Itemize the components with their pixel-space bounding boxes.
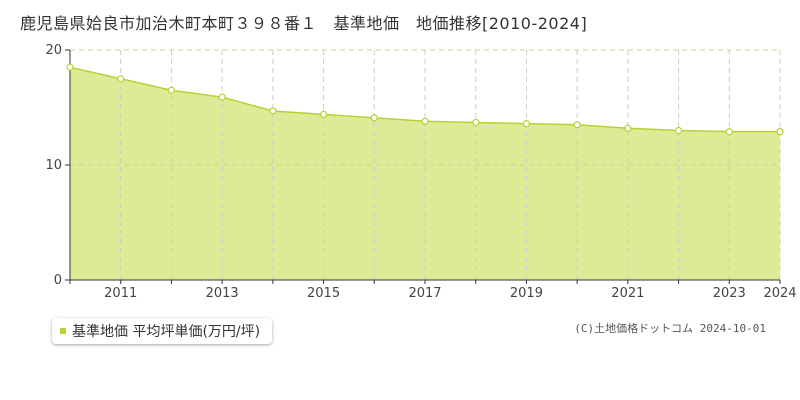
data-point xyxy=(624,124,632,132)
y-tick-label: 0 xyxy=(54,273,62,288)
x-tick-label: 2024 xyxy=(763,286,796,301)
y-tick-label: 10 xyxy=(45,158,62,173)
x-tick-label: 2013 xyxy=(206,286,239,301)
x-tick-label: 2019 xyxy=(510,286,543,301)
data-point xyxy=(66,63,74,71)
x-tick-label: 2011 xyxy=(104,286,137,301)
data-point xyxy=(269,107,277,115)
data-point xyxy=(421,117,429,125)
legend-label: 基準地価 平均坪単価(万円/坪) xyxy=(72,324,261,340)
x-tick-label: 2021 xyxy=(611,286,644,301)
data-point xyxy=(776,128,784,136)
data-point xyxy=(472,118,480,127)
copyright-text: (C)土地価格ドットコム 2024-10-01 xyxy=(574,322,766,335)
data-point xyxy=(522,119,531,128)
data-point xyxy=(319,110,328,119)
data-point xyxy=(117,75,125,83)
data-point xyxy=(725,128,733,136)
legend: 基準地価 平均坪単価(万円/坪) xyxy=(52,318,273,344)
chart-title: 鹿児島県姶良市加治木町本町３９８番１ 基準地価 地価推移[2010-2024] xyxy=(20,14,588,33)
data-point xyxy=(218,93,226,101)
data-point xyxy=(370,114,378,122)
data-point xyxy=(573,121,581,129)
y-tick-label: 20 xyxy=(45,43,62,58)
series-area xyxy=(70,67,780,280)
data-point xyxy=(167,86,176,94)
x-tick-label: 2017 xyxy=(408,286,441,301)
legend-swatch xyxy=(60,328,66,334)
x-tick-label: 2023 xyxy=(713,286,746,301)
data-point xyxy=(674,126,683,135)
x-tick-label: 2015 xyxy=(307,286,340,301)
